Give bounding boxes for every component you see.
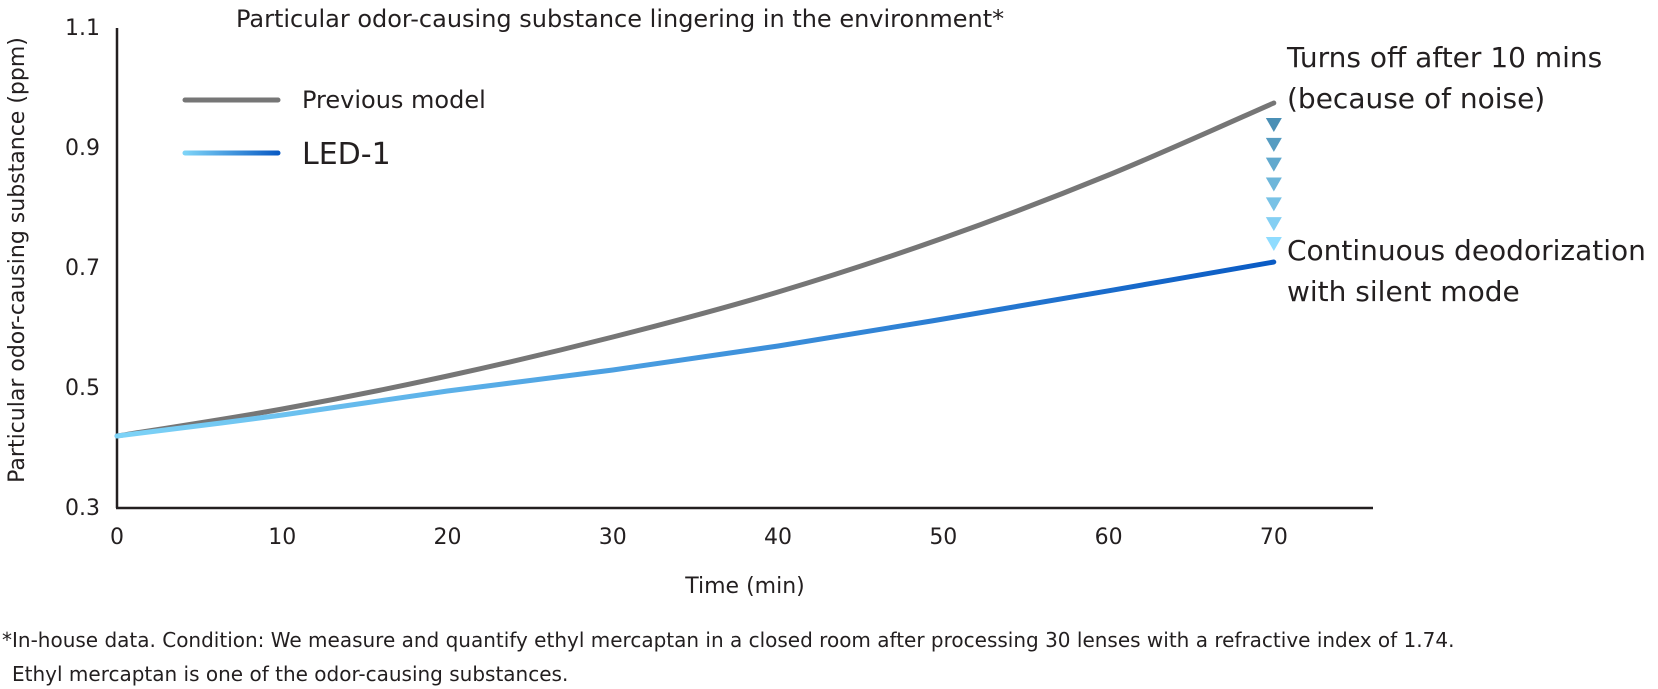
x-tick-label: 20 (434, 525, 462, 550)
arrow-marker (1265, 197, 1282, 212)
y-tick-label: 0.7 (65, 256, 100, 281)
footnote-substance-note: Ethyl mercaptan is one of the odor-causi… (12, 662, 569, 686)
annotation-previous-model: Turns off after 10 mins (because of nois… (1286, 41, 1602, 115)
x-tick-label: 0 (110, 525, 124, 550)
y-tick-label: 0.9 (65, 136, 100, 161)
x-tick-label: 30 (599, 525, 627, 550)
arrow-markers (1265, 118, 1282, 251)
annotation-led-1: Continuous deodorization with silent mod… (1287, 234, 1646, 308)
x-axis-label: Time (min) (684, 574, 805, 599)
y-tick-labels: 0.3 0.5 0.7 0.9 1.1 (65, 16, 100, 521)
series-line-previous-model (114, 100, 1277, 439)
annotation-line: Continuous deodorization (1287, 234, 1646, 267)
arrow-marker (1265, 177, 1282, 192)
annotation-line: with silent mode (1287, 275, 1520, 308)
y-axis-label: Particular odor-causing substance (ppm) (5, 37, 30, 483)
annotation-line: (because of noise) (1287, 82, 1545, 115)
series-line-led-1 (114, 259, 1277, 439)
legend: Previous model LED-1 (182, 86, 486, 172)
x-tick-labels: 0 10 20 30 40 50 60 70 (110, 525, 1288, 550)
y-tick-label: 0.5 (65, 376, 100, 401)
annotation-line: Turns off after 10 mins (1286, 41, 1602, 74)
chart-title: Particular odor-causing substance linger… (236, 5, 1004, 33)
arrow-marker (1265, 157, 1282, 172)
legend-label-led-1: LED-1 (302, 137, 391, 172)
x-tick-label: 70 (1260, 525, 1288, 550)
x-tick-label: 40 (764, 525, 792, 550)
x-tick-label: 10 (268, 525, 296, 550)
x-tick-label: 60 (1095, 525, 1123, 550)
y-tick-label: 1.1 (65, 16, 100, 41)
arrow-marker (1265, 118, 1282, 132)
arrow-marker (1265, 217, 1282, 232)
y-tick-label: 0.3 (65, 496, 100, 521)
footnote-data-source: *In-house data. Condition: We measure an… (2, 628, 1455, 652)
arrow-marker (1265, 137, 1282, 152)
arrow-marker (1265, 237, 1282, 251)
x-tick-label: 50 (929, 525, 957, 550)
legend-label-previous-model: Previous model (302, 86, 486, 114)
